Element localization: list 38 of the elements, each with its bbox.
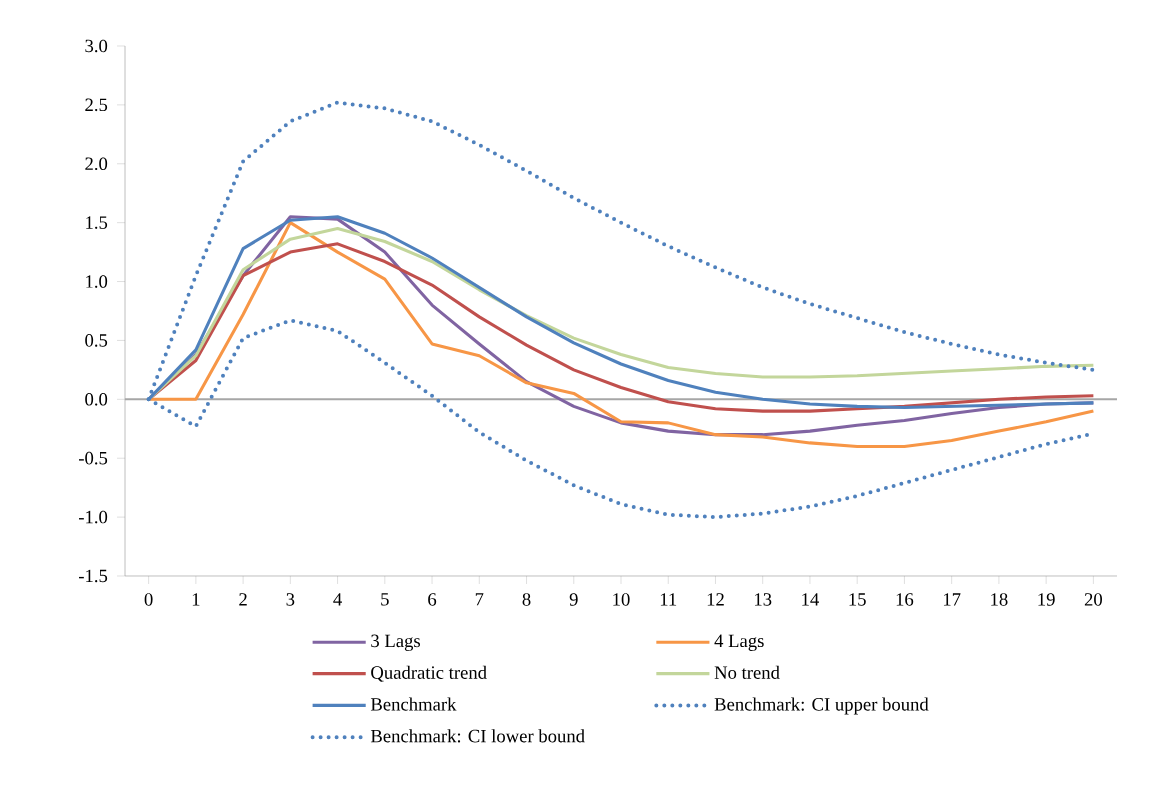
x-tick-label: 16 <box>896 593 914 606</box>
x-tick-label: 14 <box>802 593 820 606</box>
y-tick-label: 1.5 <box>86 216 108 229</box>
y-tick-label: -1.0 <box>78 510 108 524</box>
x-tick-label: 1 <box>192 593 200 606</box>
x-tick-label: 5 <box>381 593 389 606</box>
x-tick-label: 17 <box>943 593 961 606</box>
legend-label: 4 Lags <box>714 634 764 651</box>
y-tick-label: 1.0 <box>86 275 108 288</box>
y-tick-label: 0.5 <box>85 334 108 347</box>
legend-label: No trend <box>714 665 780 679</box>
legend-label: Benchmark: CI lower bound <box>370 729 585 743</box>
x-tick-label: 6 <box>428 593 437 606</box>
x-tick-label: 4 <box>333 593 342 606</box>
x-tick-label: 8 <box>522 593 531 606</box>
y-tick-label: -1.5 <box>78 569 108 583</box>
x-tick-label: 19 <box>1038 593 1055 606</box>
x-tick-label: 18 <box>991 593 1008 606</box>
x-tick-label: 12 <box>707 593 724 606</box>
y-tick-label: 2.0 <box>85 157 108 171</box>
x-tick-label: 11 <box>660 593 677 606</box>
x-tick-label: 15 <box>849 593 866 606</box>
y-tick-label: 0.0 <box>85 392 108 406</box>
y-tick-label: 2.5 <box>85 98 108 112</box>
legend-label: Benchmark: CI upper bound <box>714 697 929 715</box>
x-tick-label: 2 <box>239 593 247 606</box>
legend-label: Benchmark <box>370 697 457 711</box>
x-tick-label: 3 <box>286 593 295 606</box>
y-tick-label: -0.5 <box>78 451 108 465</box>
x-tick-label: 7 <box>475 593 484 606</box>
y-tick-label: 3.0 <box>85 39 108 53</box>
x-tick-label: 13 <box>755 593 772 606</box>
legend-label: 3 Lags <box>371 634 420 651</box>
legend-label: Quadratic trend <box>371 665 487 682</box>
x-tick-label: 10 <box>613 593 630 606</box>
x-tick-label: 9 <box>569 593 578 606</box>
x-tick-label: 0 <box>144 593 153 606</box>
x-tick-label: 20 <box>1084 593 1102 606</box>
